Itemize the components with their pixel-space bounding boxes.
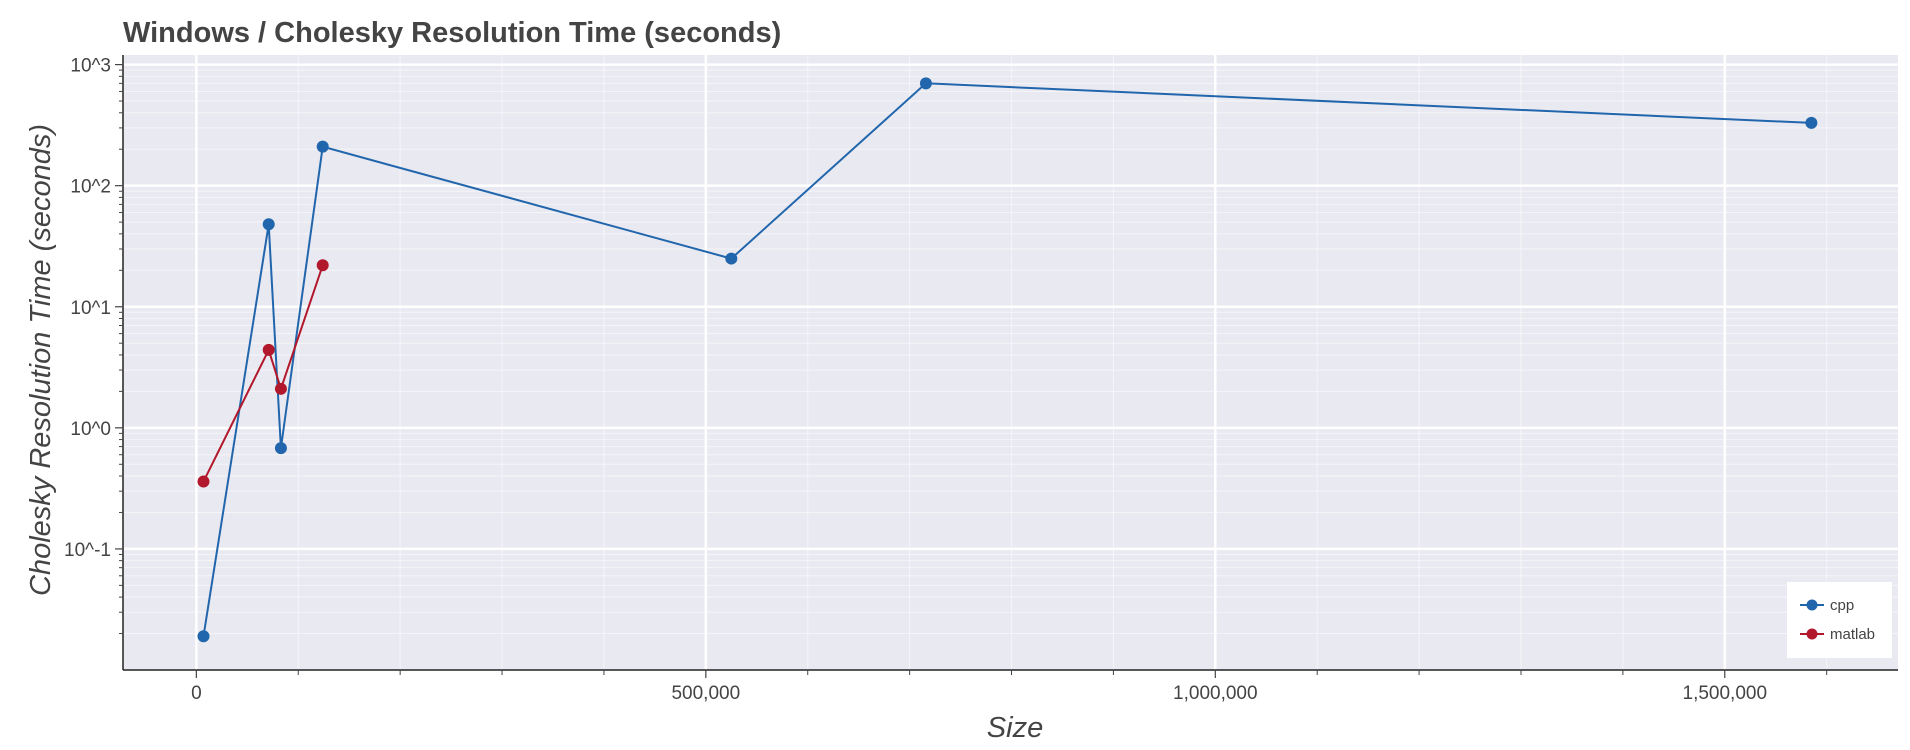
legend-marker-cpp [1806,599,1818,611]
legend-label-cpp: cpp [1830,597,1854,614]
data-point-matlab [274,382,287,395]
series-layer [197,77,1818,643]
grid-minor [123,55,1898,670]
y-axis-ticks: 10^-1 10^0 10^1 10^2 10^3 [64,56,123,635]
data-point-cpp [316,140,329,153]
y-axis-label: Cholesky Resolution Time (seconds) [25,124,57,596]
plot-area [123,55,1898,670]
data-point-cpp [197,630,210,643]
grid-major [123,55,1898,670]
data-point-matlab [316,259,329,272]
legend-box [1787,582,1892,658]
series-matlab [197,259,329,488]
legend-label-matlab: matlab [1830,626,1875,643]
series-cpp [197,77,1818,643]
data-point-cpp [1805,116,1818,129]
data-point-cpp [274,442,287,455]
x-axis-label: Size [987,712,1043,744]
data-point-matlab [197,475,210,488]
x-tick-label: 500,000 [671,683,740,704]
y-tick-label: 10^-1 [64,540,111,561]
x-tick-label: 1,000,000 [1173,683,1258,704]
y-tick-label: 10^2 [70,177,111,198]
x-axis-ticks: 0 500,000 1,000,000 1,500,000 [191,670,1828,704]
data-point-cpp [919,77,932,90]
legend: cpp matlab [1787,582,1892,658]
y-tick-label: 10^3 [70,56,111,77]
data-point-matlab [262,343,275,356]
series-line-matlab [202,264,324,483]
chart-title: Windows / Cholesky Resolution Time (seco… [123,17,781,49]
data-point-cpp [262,218,275,231]
y-tick-label: 10^1 [70,298,111,319]
data-point-cpp [725,252,738,265]
x-tick-label: 0 [191,683,202,704]
y-tick-label: 10^0 [70,419,111,440]
legend-marker-matlab [1806,628,1818,640]
x-tick-label: 1,500,000 [1683,683,1768,704]
